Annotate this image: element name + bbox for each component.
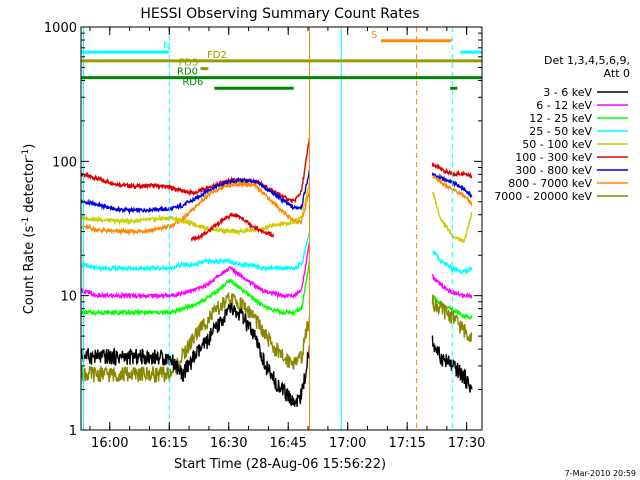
legend-entry-label: 7000 - 20000 keV bbox=[494, 190, 592, 203]
legend-title-line-1: Det 1,3,4,5,6,9, bbox=[544, 54, 630, 67]
x-tick-label: 16:45 bbox=[269, 436, 306, 451]
legend-entry-label: 3 - 6 keV bbox=[543, 86, 592, 99]
legend-title-line-2: Att 0 bbox=[604, 67, 630, 80]
flag-label-n: N bbox=[163, 41, 170, 52]
legend-entry-label: 12 - 25 keV bbox=[529, 112, 592, 125]
x-tick-label: 16:00 bbox=[91, 436, 128, 451]
legend-entry-label: 800 - 7000 keV bbox=[508, 177, 592, 190]
y-axis-label-mid: detector bbox=[22, 157, 37, 217]
axis-ticks: 16:00 16:15 16:30 16:45 17:00 17:15 17:30 1 10 10… bbox=[44, 21, 485, 451]
y-axis-label: Count Rate (s-1 detector-1) bbox=[21, 144, 37, 315]
y-axis-label-main: Count Rate (s bbox=[22, 226, 37, 315]
x-tick-label: 16:30 bbox=[210, 436, 247, 451]
flag-label-rd6: RD6 bbox=[182, 77, 203, 88]
x-axis-label: Start Time (28-Aug-06 15:56:22) bbox=[174, 457, 386, 472]
flag-label-s: S bbox=[371, 30, 377, 41]
legend-entry-label: 100 - 300 keV bbox=[515, 151, 592, 164]
footer-date: 7-Mar-2010 20:59 bbox=[565, 469, 636, 478]
y-tick-label: 100 bbox=[52, 155, 77, 170]
legend-entry-label: 300 - 800 keV bbox=[515, 164, 592, 177]
y-axis-label-end: ) bbox=[22, 144, 37, 149]
x-tick-label: 17:15 bbox=[388, 436, 425, 451]
x-tick-label: 16:15 bbox=[151, 436, 188, 451]
y-tick-label: 10 bbox=[60, 290, 77, 305]
y-axis-label-sup1: -1 bbox=[21, 217, 31, 226]
x-tick-label: 17:30 bbox=[448, 436, 485, 451]
series-line-8 bbox=[80, 292, 473, 384]
legend-entry-label: 25 - 50 keV bbox=[529, 125, 592, 138]
series-line-5 bbox=[81, 232, 473, 275]
flag-label-fd3: FD3 bbox=[178, 58, 198, 69]
legend-entry-label: 6 - 12 keV bbox=[536, 99, 592, 112]
y-axis-label-sup2: -1 bbox=[21, 149, 31, 158]
plot-frame bbox=[80, 26, 483, 431]
y-tick-label: 1 bbox=[69, 424, 77, 439]
vertical-lines bbox=[82, 27, 453, 430]
flag-label-fd2: FD2 bbox=[207, 50, 227, 61]
x-tick-label: 17:00 bbox=[329, 436, 366, 451]
chart-title: HESSI Observing Summary Count Rates bbox=[140, 6, 419, 22]
legend-entry-label: 50 - 100 keV bbox=[522, 138, 592, 151]
flag-label-rd0: RD0 bbox=[177, 67, 198, 78]
y-tick-label: 1000 bbox=[44, 21, 77, 36]
series-line-4 bbox=[190, 212, 274, 243]
